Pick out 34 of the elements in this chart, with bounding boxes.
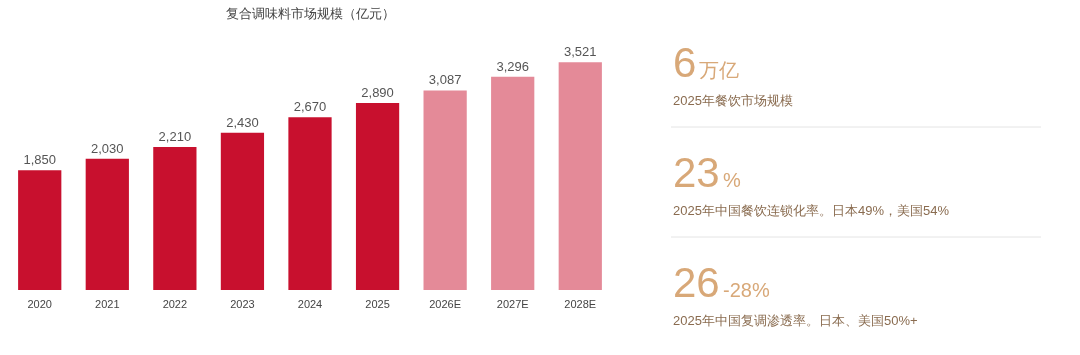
data-label: 2,890 bbox=[361, 85, 394, 101]
data-label: 1,850 bbox=[23, 152, 56, 168]
x-tick-label: 2028E bbox=[564, 297, 597, 310]
bar bbox=[18, 170, 62, 290]
data-label: 3,521 bbox=[564, 44, 597, 60]
x-tick-label: 2020 bbox=[27, 297, 52, 310]
text: 26-28% bbox=[673, 259, 770, 306]
data-label: 3,296 bbox=[496, 58, 529, 74]
chart-title: 复合调味料市场规模（亿元） bbox=[225, 6, 395, 21]
bar bbox=[355, 103, 400, 290]
bar bbox=[288, 117, 332, 290]
text: 6万亿 bbox=[673, 39, 739, 86]
bar bbox=[491, 76, 535, 290]
data-label: 2,030 bbox=[91, 140, 124, 156]
data-label: 2,670 bbox=[293, 99, 327, 115]
text: 2025年餐饮市场规模 bbox=[673, 93, 793, 108]
x-tick-label: 2023 bbox=[230, 297, 255, 310]
bar bbox=[220, 132, 265, 290]
x-tick-label: 2021 bbox=[95, 297, 120, 310]
x-tick-label: 2025 bbox=[365, 297, 390, 310]
text: 2025年中国复调渗透率。日本、美国50%+ bbox=[673, 313, 918, 328]
bar bbox=[153, 147, 197, 290]
data-label: 2,210 bbox=[158, 129, 192, 145]
data-label: 3,087 bbox=[428, 72, 462, 88]
bar bbox=[558, 62, 602, 290]
x-tick-label: 2022 bbox=[162, 297, 188, 310]
x-tick-label: 2024 bbox=[297, 297, 323, 310]
bar bbox=[85, 158, 129, 290]
data-label: 2,430 bbox=[226, 114, 259, 130]
x-tick-label: 2026E bbox=[429, 297, 462, 310]
bar bbox=[423, 90, 467, 290]
text: 2025年中国餐饮连锁化率。日本49%，美国54% bbox=[673, 203, 950, 218]
text: 23% bbox=[673, 149, 741, 196]
x-tick-label: 2027E bbox=[496, 297, 529, 310]
